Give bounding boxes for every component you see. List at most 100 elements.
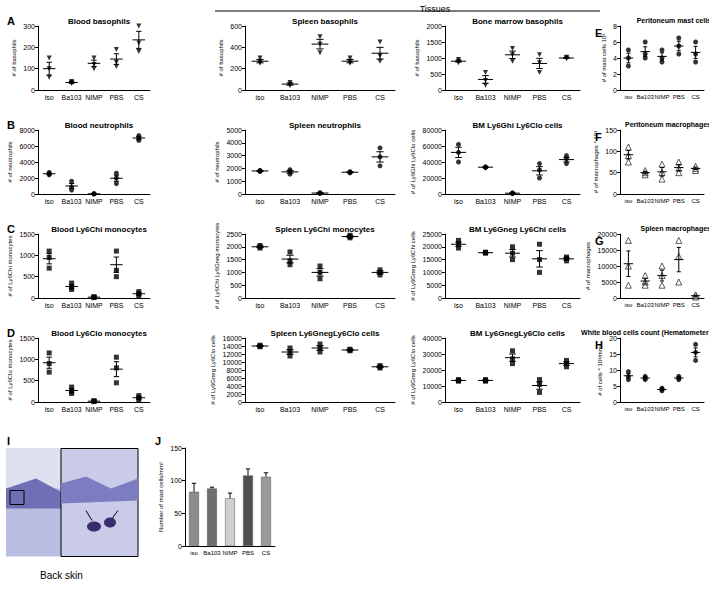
- svg-text:# of Ly6Gneg Ly6Clo cells: # of Ly6Gneg Ly6Clo cells: [410, 335, 416, 405]
- svg-text:PBS: PBS: [109, 302, 123, 309]
- svg-text:0: 0: [438, 191, 442, 198]
- svg-text:200: 200: [23, 44, 35, 51]
- svg-text:100: 100: [605, 148, 617, 155]
- svg-text:0: 0: [178, 543, 182, 550]
- svg-text:# of basophils: # of basophils: [218, 39, 224, 76]
- svg-text:Ba103: Ba103: [637, 406, 655, 412]
- svg-text:Blood basophils: Blood basophils: [68, 17, 131, 26]
- svg-text:PBS: PBS: [109, 94, 123, 101]
- svg-text:Peritoneum macrophages: Peritoneum macrophages: [625, 121, 709, 129]
- svg-text:0: 0: [438, 295, 442, 302]
- svg-text:# of neutrophils: # of neutrophils: [7, 141, 13, 182]
- svg-text:# of Ly6Chi monocytes: # of Ly6Chi monocytes: [7, 236, 13, 297]
- svg-text:15000: 15000: [423, 256, 443, 263]
- svg-text:2500: 2500: [226, 231, 242, 238]
- svg-text:PBS: PBS: [532, 198, 546, 205]
- svg-text:Peritoneum mast cells: Peritoneum mast cells: [637, 17, 709, 24]
- svg-text:Tissues: Tissues: [420, 4, 451, 14]
- svg-text:NIMP: NIMP: [655, 406, 670, 412]
- svg-text:0: 0: [238, 295, 242, 302]
- svg-text:1500: 1500: [19, 335, 35, 342]
- svg-text:NIMP: NIMP: [85, 302, 103, 309]
- svg-text:CS: CS: [134, 302, 144, 309]
- svg-text:80000: 80000: [423, 127, 443, 134]
- svg-text:J: J: [155, 435, 161, 447]
- svg-text:PBS: PBS: [242, 550, 254, 556]
- svg-text:iso: iso: [45, 198, 54, 205]
- svg-text:iso: iso: [190, 550, 198, 556]
- svg-text:Ba103: Ba103: [280, 406, 300, 413]
- svg-text:iso: iso: [625, 94, 633, 100]
- svg-text:8000: 8000: [19, 127, 35, 134]
- svg-text:White blood cells count (Hemat: White blood cells count (Hematometer): [581, 329, 709, 337]
- svg-text:BM Ly6Gneg Ly6Chi cells: BM Ly6Gneg Ly6Chi cells: [469, 225, 567, 234]
- svg-text:Ba103: Ba103: [637, 198, 655, 204]
- svg-text:8000: 8000: [226, 367, 242, 374]
- svg-text:Ba103: Ba103: [61, 302, 81, 309]
- svg-text:10000: 10000: [598, 263, 618, 270]
- svg-text:60000: 60000: [423, 143, 443, 150]
- svg-text:NIMP: NIMP: [85, 94, 103, 101]
- svg-text:iso: iso: [256, 406, 265, 413]
- svg-text:NIMP: NIMP: [504, 198, 522, 205]
- svg-text:CS: CS: [375, 198, 385, 205]
- svg-text:12000: 12000: [223, 351, 243, 358]
- svg-text:iso: iso: [625, 406, 633, 412]
- svg-text:NIMP: NIMP: [311, 94, 329, 101]
- svg-text:Spleen neutrophils: Spleen neutrophils: [289, 121, 362, 130]
- svg-text:iso: iso: [454, 302, 463, 309]
- svg-text:2000: 2000: [426, 23, 442, 30]
- svg-text:20000: 20000: [423, 243, 443, 250]
- svg-text:Blood Ly6Clo monocytes: Blood Ly6Clo monocytes: [51, 329, 147, 338]
- svg-text:0: 0: [613, 399, 617, 406]
- svg-text:0: 0: [613, 191, 617, 198]
- svg-text:iso: iso: [454, 94, 463, 101]
- svg-text:5000: 5000: [426, 282, 442, 289]
- svg-text:500: 500: [430, 71, 442, 78]
- svg-text:# of Ly6Chi Ly6Gneg monocytes: # of Ly6Chi Ly6Gneg monocytes: [214, 223, 220, 310]
- svg-text:# of mast cells 10³: # of mast cells 10³: [601, 34, 607, 83]
- svg-text:0: 0: [31, 399, 35, 406]
- svg-text:CS: CS: [562, 302, 572, 309]
- svg-text:15000: 15000: [598, 247, 618, 254]
- svg-text:NIMP: NIMP: [85, 406, 103, 413]
- svg-text:CS: CS: [691, 406, 699, 412]
- svg-text:6000: 6000: [226, 375, 242, 382]
- svg-text:3000: 3000: [226, 152, 242, 159]
- svg-text:NIMP: NIMP: [655, 302, 670, 308]
- svg-text:D: D: [7, 327, 15, 339]
- svg-text:Ba103: Ba103: [475, 302, 495, 309]
- svg-text:# of basophils: # of basophils: [11, 39, 17, 76]
- svg-text:4000: 4000: [19, 159, 35, 166]
- svg-text:# of cells * 10³/mm³: # of cells * 10³/mm³: [597, 344, 603, 396]
- svg-text:iso: iso: [45, 302, 54, 309]
- svg-text:40000: 40000: [423, 335, 443, 342]
- svg-text:600: 600: [230, 23, 242, 30]
- svg-text:A: A: [7, 15, 15, 27]
- svg-text:iso: iso: [256, 198, 265, 205]
- svg-text:CS: CS: [375, 406, 385, 413]
- svg-text:Spleen Ly6Chi monocytes: Spleen Ly6Chi monocytes: [275, 225, 375, 234]
- svg-text:5000: 5000: [226, 127, 242, 134]
- svg-text:Ba103: Ba103: [475, 406, 495, 413]
- svg-text:NIMP: NIMP: [504, 94, 522, 101]
- svg-text:50: 50: [609, 169, 617, 176]
- svg-text:iso: iso: [45, 94, 54, 101]
- svg-text:PBS: PBS: [343, 198, 357, 205]
- svg-text:4000: 4000: [226, 383, 242, 390]
- svg-text:# of neutrophils: # of neutrophils: [214, 141, 220, 182]
- svg-text:10: 10: [609, 367, 617, 374]
- svg-text:PBS: PBS: [109, 406, 123, 413]
- svg-text:500: 500: [23, 377, 35, 384]
- svg-text:PBS: PBS: [673, 302, 685, 308]
- svg-text:PBS: PBS: [532, 94, 546, 101]
- svg-text:Ba103: Ba103: [280, 302, 300, 309]
- svg-text:PBS: PBS: [673, 406, 685, 412]
- svg-text:10000: 10000: [423, 383, 443, 390]
- svg-text:0: 0: [238, 87, 242, 94]
- svg-text:H: H: [595, 339, 603, 351]
- svg-text:CS: CS: [691, 94, 699, 100]
- svg-text:B: B: [7, 119, 15, 131]
- svg-text:Bone marrow basophils: Bone marrow basophils: [472, 17, 563, 26]
- svg-text:NIMP: NIMP: [504, 302, 522, 309]
